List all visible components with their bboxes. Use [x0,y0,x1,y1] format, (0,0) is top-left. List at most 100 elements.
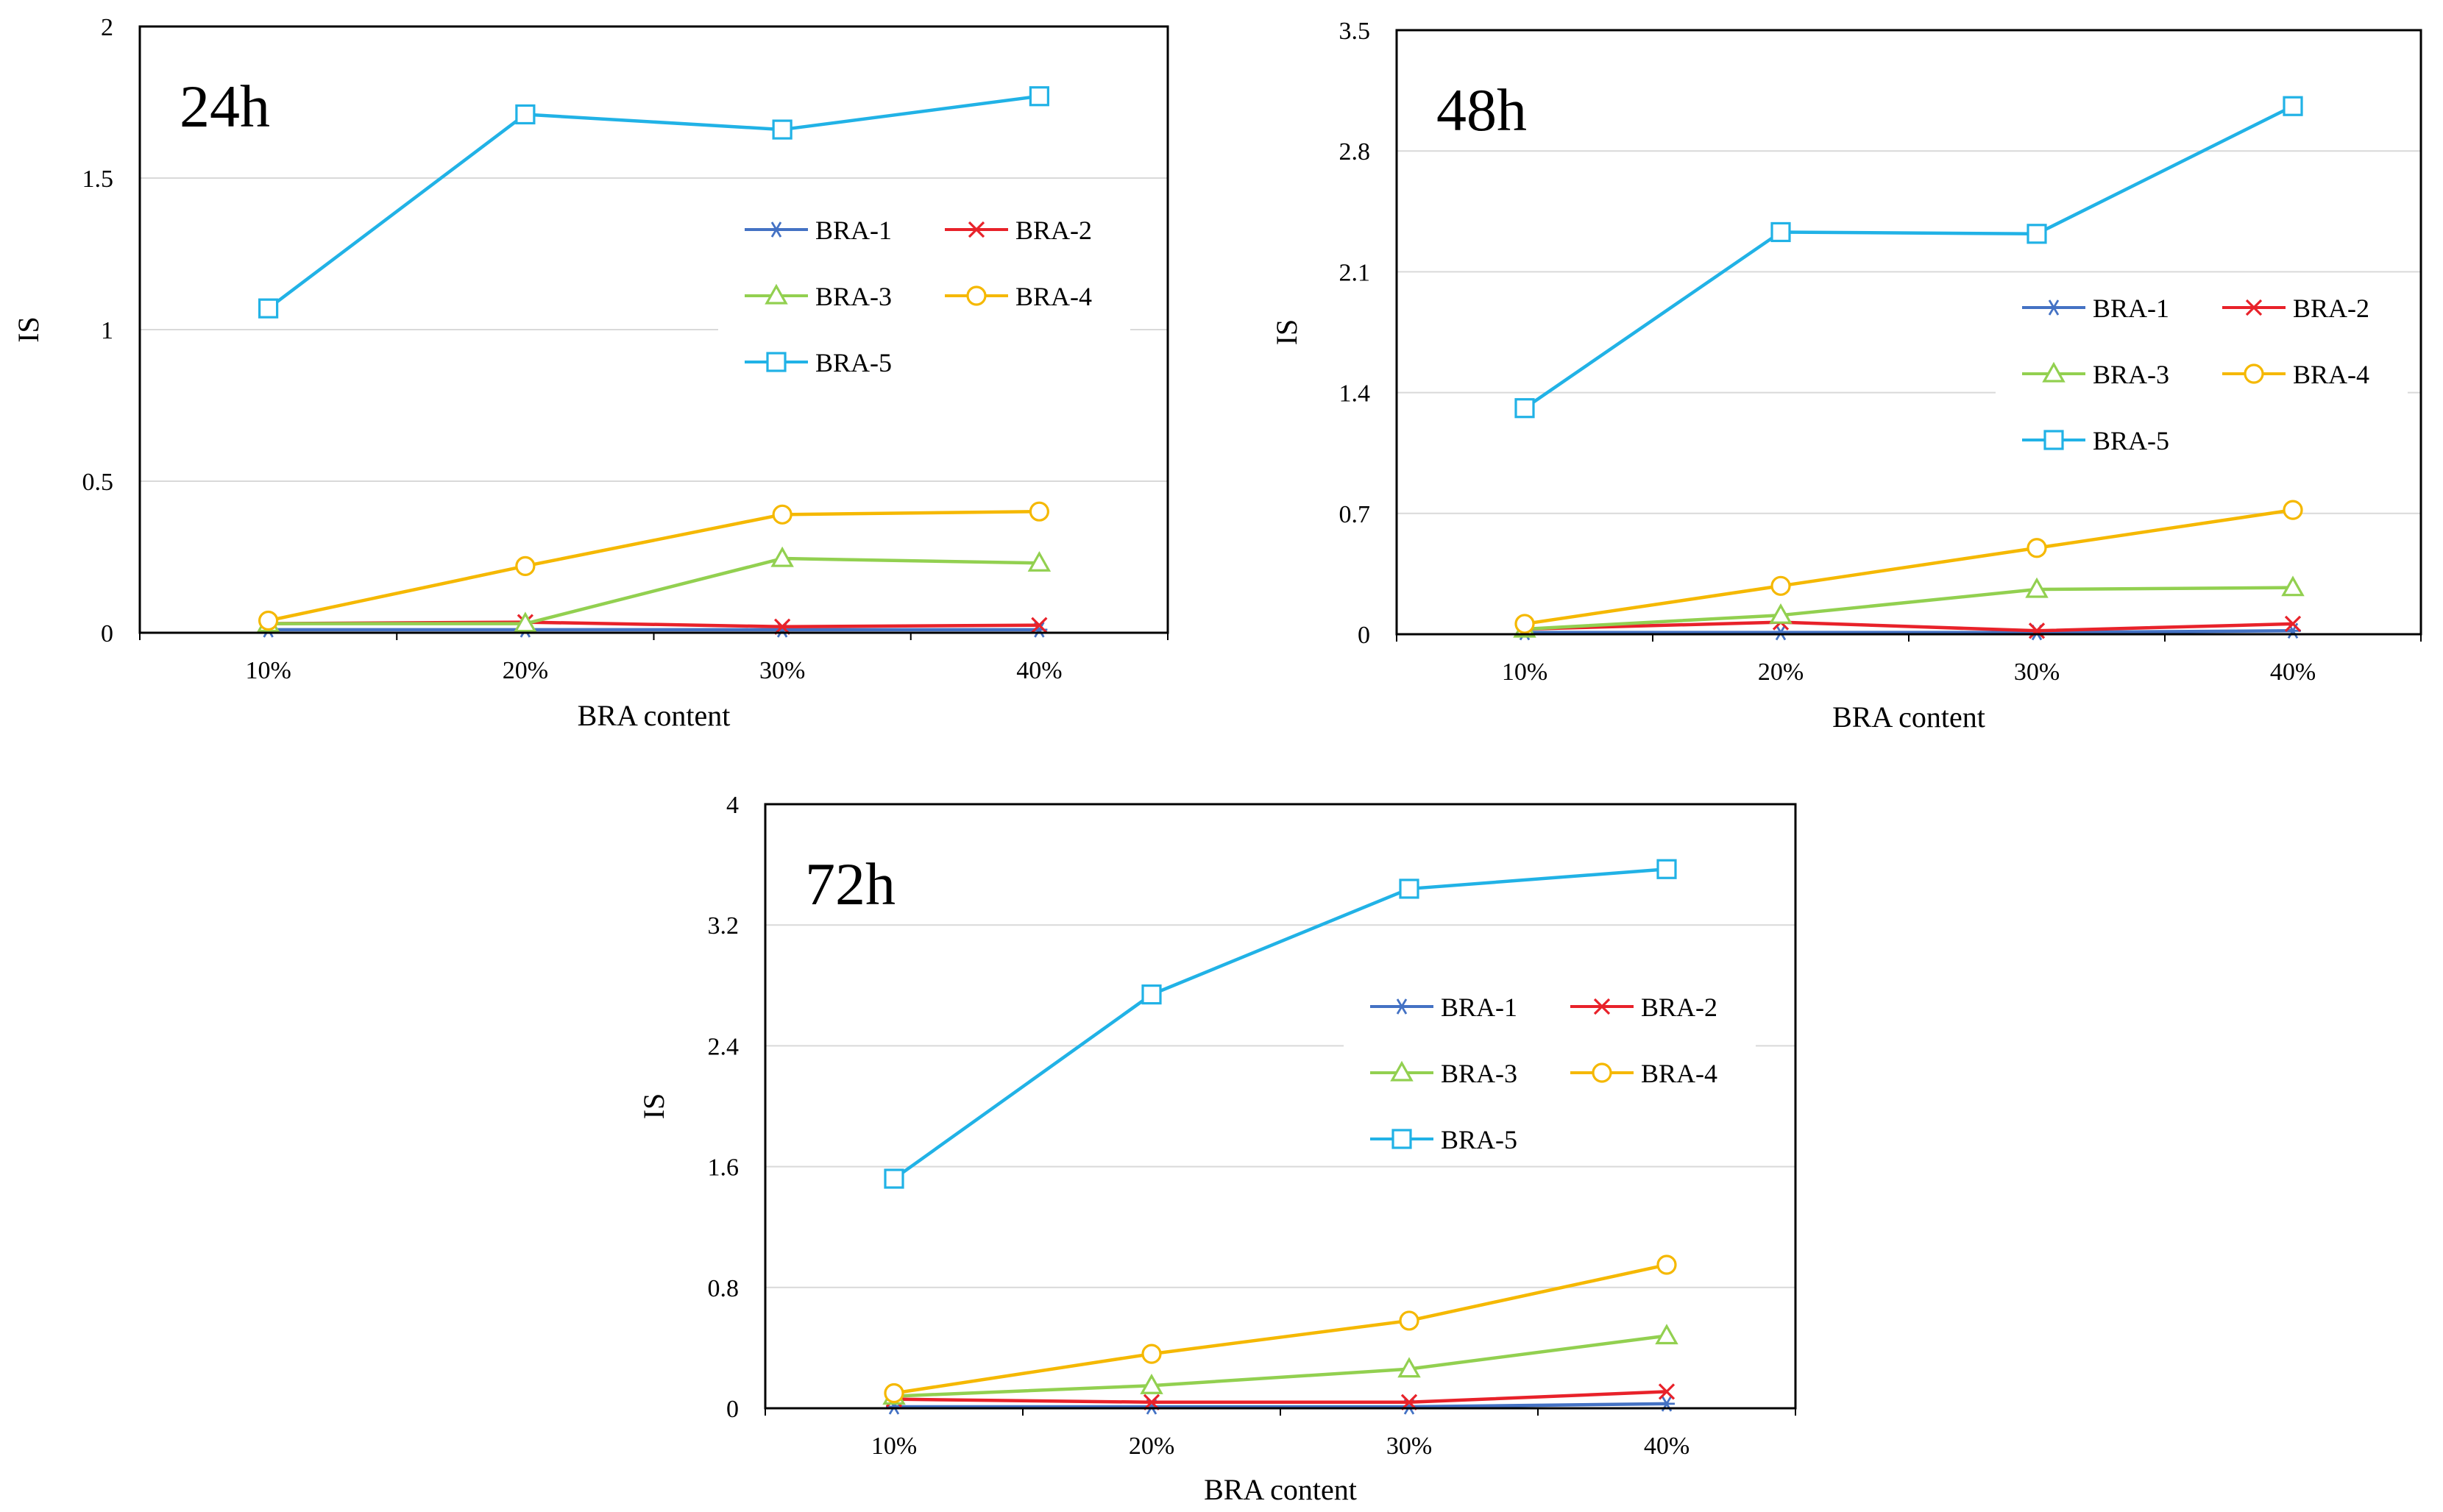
x-tick-label: 20% [503,657,548,684]
legend: BRA-1 BRA-2 BRA-3 BRA-4 BRA-5 [1344,973,1756,1154]
data-point [1141,1344,1162,1364]
data-point [774,622,791,638]
legend-marker [2042,361,2066,383]
y-tick-label: 2 [101,14,113,41]
y-axis-label: IS [637,1093,670,1120]
x-axis-label: BRA content [1832,700,1985,734]
legend-label: BRA-3 [815,282,892,311]
x-tick-label: 30% [2014,659,2060,686]
data-point [1400,1394,1418,1410]
legend-marker [966,285,987,306]
data-point [1656,859,1677,879]
data-point [1143,1394,1160,1410]
data-point [773,618,791,635]
y-tick-label: 2.8 [1339,138,1371,166]
data-point [1770,575,1791,596]
legend-label: BRA-2 [1015,216,1092,245]
series-line [268,509,1040,622]
y-tick-label: 2.4 [708,1033,740,1060]
data-point [1031,617,1048,633]
legend-marker [2043,430,2064,450]
series-line [893,1390,1667,1405]
data-point [1029,86,1049,107]
legend-label: BRA-4 [1641,1059,1717,1088]
series-line [1525,629,2294,634]
legend-background [1996,274,2408,443]
series-line [893,1263,1667,1395]
legend-label: BRA-1 [1441,993,1517,1022]
series-line [894,1402,1667,1409]
y-tick-label: 0.5 [82,469,114,496]
data-point [1141,984,1162,1005]
legend-marker [968,221,985,238]
chart-48h: 0 0.7 1.4 2.1 2.8 3.5 10% 20% 30% 40% BRA content I… [1270,18,2422,734]
data-point [1399,879,1419,899]
legend-marker [1390,1060,1414,1082]
legend-label: BRA-5 [2093,426,2169,455]
panel-label: 24h [180,73,270,140]
data-point [770,546,794,567]
data-point [2027,224,2047,244]
data-point [515,104,536,125]
data-point [2283,96,2303,116]
data-point [2283,500,2303,520]
plot-frame [138,25,1169,634]
x-axis-label: BRA content [578,699,731,732]
data-point [2025,577,2049,598]
y-tick-label: 0 [1358,622,1370,649]
legend-label: BRA-5 [815,348,892,377]
legend-label: BRA-2 [1641,993,1717,1022]
legend-background [718,196,1130,365]
data-point [1773,624,1789,641]
legend-label: BRA-2 [2293,294,2369,323]
x-axis-label: BRA content [1204,1473,1357,1506]
plot-frame [1395,29,2422,636]
y-tick-label: 1 [101,317,113,344]
series-line [1524,620,2294,633]
data-point [772,504,793,525]
data-point [1769,603,1793,624]
x-tick-label: 30% [1386,1433,1432,1460]
data-point [2027,538,2047,558]
y-tick-label: 3.2 [708,912,740,940]
plot-frame [764,803,1797,1410]
data-point [258,298,279,319]
y-tick-label: 3.5 [1339,18,1371,45]
series-line [1523,104,2294,410]
x-tick-label: 20% [1129,1433,1174,1460]
legend-marker [2244,363,2264,384]
series-bra-4 [884,1254,1677,1404]
series-bra-4 [1514,500,2303,634]
y-tick-label: 2.1 [1339,259,1371,286]
data-point [1656,1254,1677,1275]
y-axis-label: IS [12,316,45,343]
y-tick-label: 1.6 [708,1154,740,1182]
x-tick-label: 40% [1016,657,1062,684]
legend-label: BRA-1 [815,216,892,245]
data-point [1770,221,1791,243]
data-point [514,611,537,633]
legend-label: BRA-1 [2093,294,2169,323]
data-point [1029,501,1049,522]
y-tick-label: 0 [726,1396,739,1423]
data-point [1514,398,1535,419]
data-point [1397,1357,1421,1378]
data-point [1027,550,1052,572]
legend-label: BRA-3 [1441,1059,1517,1088]
legend-marker [1394,998,1410,1015]
y-tick-label: 0.8 [708,1275,740,1302]
data-point [258,610,279,631]
y-tick-label: 4 [726,792,739,819]
legend-marker [1592,1062,1612,1083]
x-tick-label: 40% [2270,659,2316,686]
data-point [1655,1324,1678,1345]
data-point [2284,615,2302,633]
legend: BRA-1 BRA-2 BRA-3 BRA-4 BRA-5 [1996,274,2408,455]
legend-background [1344,973,1756,1142]
series-line [267,94,1040,310]
x-tick-label: 30% [759,657,805,684]
series-line [1524,586,2294,631]
data-point [1399,1310,1419,1331]
